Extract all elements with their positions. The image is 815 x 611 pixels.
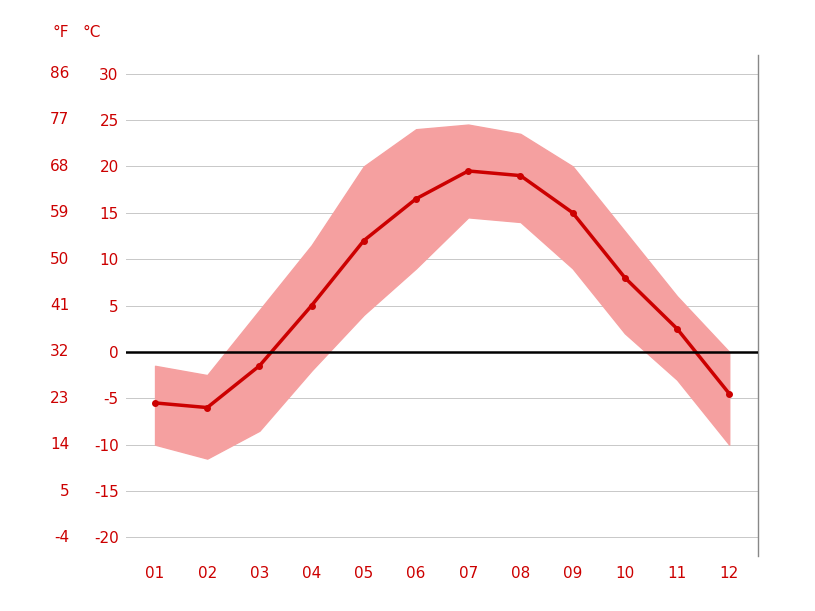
Text: °F: °F <box>53 25 69 40</box>
Text: 68: 68 <box>50 159 69 174</box>
Text: 32: 32 <box>50 345 69 359</box>
Text: °C: °C <box>82 25 101 40</box>
Text: 77: 77 <box>51 112 69 128</box>
Text: 59: 59 <box>50 205 69 220</box>
Text: 86: 86 <box>50 66 69 81</box>
Text: 23: 23 <box>50 391 69 406</box>
Text: 50: 50 <box>51 252 69 266</box>
Text: -4: -4 <box>55 530 69 545</box>
Text: 14: 14 <box>51 437 69 452</box>
Text: 5: 5 <box>59 483 69 499</box>
Text: 41: 41 <box>51 298 69 313</box>
